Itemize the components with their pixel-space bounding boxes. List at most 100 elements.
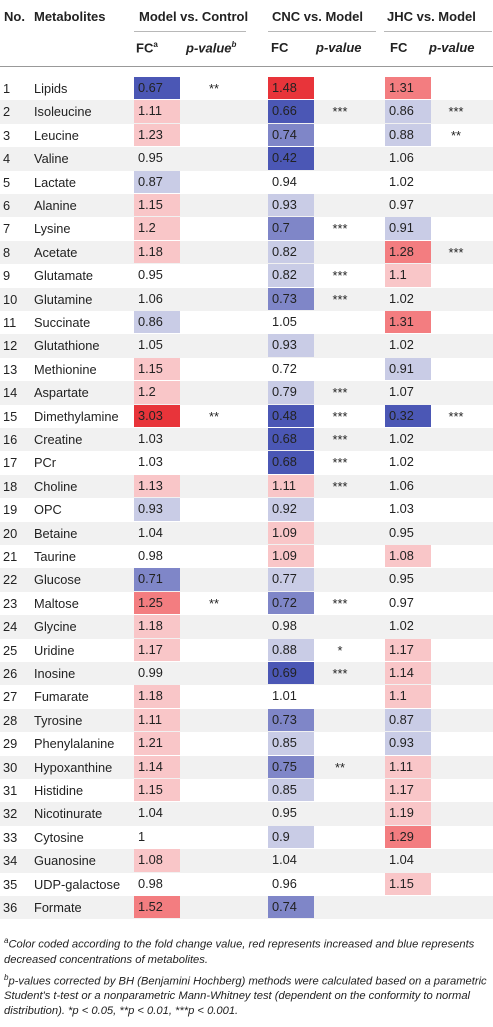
fold-change-cell: 0.91 [385, 217, 431, 240]
footnote-b: bp-values corrected by BH (Benjamini Hoc… [4, 972, 487, 1018]
fold-change-cell: 0.7 [268, 217, 314, 240]
p-value-cell [310, 849, 370, 872]
fold-change-cell: 1.14 [385, 662, 431, 685]
fold-change-cell: 0.88 [268, 638, 314, 661]
table-row: 3 Leucine 1.23 0.74 0.88 ** [0, 123, 493, 147]
p-value-cell [184, 334, 244, 357]
fold-change-cell: 1.15 [385, 872, 431, 895]
row-number: 12 [3, 338, 18, 354]
table-row: 28 Tyrosine 1.11 0.73 0.87 [0, 708, 493, 733]
p-value-cell [426, 873, 486, 896]
fold-change-cell: 0.75 [268, 755, 314, 778]
p-value-cell [426, 498, 486, 521]
p-value-cell [310, 358, 370, 381]
row-number: 29 [3, 736, 18, 752]
p-value-cell: *** [332, 221, 348, 237]
row-number: 22 [3, 572, 18, 588]
fold-change-cell: 1.52 [134, 896, 180, 919]
fold-change-cell [385, 896, 431, 918]
p-value-cell [426, 334, 486, 357]
p-value-cell [310, 311, 370, 334]
p-value-cell [426, 475, 486, 498]
p-value-cell: *** [332, 291, 348, 307]
table-row: 11 Succinate 0.86 1.05 1.31 [0, 311, 493, 334]
p-value-cell [426, 264, 486, 287]
p-value-cell [426, 826, 486, 849]
metabolite-name: Formate [34, 900, 82, 915]
row-number: 4 [3, 151, 11, 167]
p-value-cell [310, 522, 370, 545]
metabolite-name: Aspartate [34, 385, 89, 401]
p-value-cell: *** [332, 268, 348, 284]
fold-change-cell: 0.72 [272, 360, 297, 376]
fold-change-cell: 0.68 [268, 428, 314, 451]
metabolite-name: OPC [34, 502, 62, 518]
p-value-cell: ** [209, 81, 219, 96]
row-number: 3 [3, 127, 11, 143]
fold-change-cell: 1.03 [138, 431, 163, 446]
p-value-cell: *** [448, 244, 464, 260]
metabolite-name: Guanosine [34, 853, 96, 869]
row-number: 33 [3, 829, 18, 845]
header-metabolites: Metabolites [34, 9, 106, 24]
row-number: 5 [3, 174, 11, 190]
row-number: 20 [3, 525, 18, 541]
p-value-cell [184, 826, 244, 849]
p-value-cell [184, 171, 244, 194]
p-value-cell [184, 264, 244, 287]
table-row: 17 PCr 1.03 0.68 *** 1.02 [0, 451, 493, 474]
fold-change-cell: 0.74 [268, 123, 314, 147]
fold-change-cell: 1.17 [134, 638, 180, 661]
row-number: 27 [3, 689, 18, 705]
table-row: 29 Phenylalanine 1.21 0.85 0.93 [0, 732, 493, 755]
p-value-cell [184, 288, 244, 311]
p-value-cell [184, 194, 244, 217]
metabolite-name: Dimethylamine [34, 408, 119, 424]
fold-change-cell: 1.18 [134, 615, 180, 638]
header-fc-2: FC [271, 40, 289, 55]
table-row: 20 Betaine 1.04 1.09 0.95 [0, 521, 493, 545]
fold-change-cell: 1.02 [389, 431, 414, 446]
fold-change-cell: 1.31 [385, 77, 431, 100]
metabolite-name: Creatine [34, 432, 83, 447]
table-row: 2 Isoleucine 1.11 0.66 *** 0.86 *** [0, 100, 493, 124]
header-pvalue-1: p-valueb [186, 40, 237, 56]
p-value-cell [310, 124, 370, 147]
footnotes: aColor coded according to the fold chang… [0, 933, 493, 1021]
p-value-cell [184, 311, 244, 334]
table-row: 32 Nicotinurate 1.04 0.95 1.19 [0, 802, 493, 826]
header-pvalue-3: p-value [429, 40, 475, 55]
fold-change-cell: 1.06 [138, 290, 163, 306]
fold-change-cell: 1.06 [389, 477, 414, 493]
fold-change-cell: 1.23 [134, 123, 180, 147]
p-value-cell: ** [451, 127, 461, 143]
p-value-cell [426, 451, 486, 474]
fold-change-cell: 0.73 [268, 708, 314, 732]
metabolite-name: Uridine [34, 642, 75, 658]
fold-change-cell: 0.74 [268, 896, 314, 919]
fold-change-cell: 1.17 [385, 638, 431, 661]
fold-change-cell: 0.98 [138, 548, 163, 563]
fold-change-cell: 1.02 [389, 454, 414, 470]
fold-change-cell: 0.66 [268, 100, 314, 123]
fold-change-cell: 0.73 [268, 287, 314, 310]
metabolite-name: Betaine [34, 525, 78, 541]
fold-change-cell: 1.11 [134, 100, 180, 123]
row-number: 36 [3, 900, 18, 915]
metabolite-name: Lactate [34, 174, 76, 190]
fold-change-cell: 0.97 [389, 594, 414, 610]
p-value-cell [310, 779, 370, 802]
fold-change-cell: 1.11 [134, 708, 180, 732]
p-value-cell [426, 194, 486, 217]
p-value-cell: ** [209, 595, 219, 611]
p-value-cell: *** [332, 385, 348, 401]
p-value-cell [426, 709, 486, 732]
fold-change-cell: 1.1 [385, 685, 431, 708]
header-rule [0, 66, 493, 67]
p-value-cell [184, 639, 244, 662]
p-value-cell [184, 568, 244, 591]
fold-change-cell: 0.93 [268, 334, 314, 357]
metabolite-name: Choline [34, 478, 78, 494]
p-value-cell: *** [332, 104, 348, 120]
p-value-cell [310, 545, 370, 568]
